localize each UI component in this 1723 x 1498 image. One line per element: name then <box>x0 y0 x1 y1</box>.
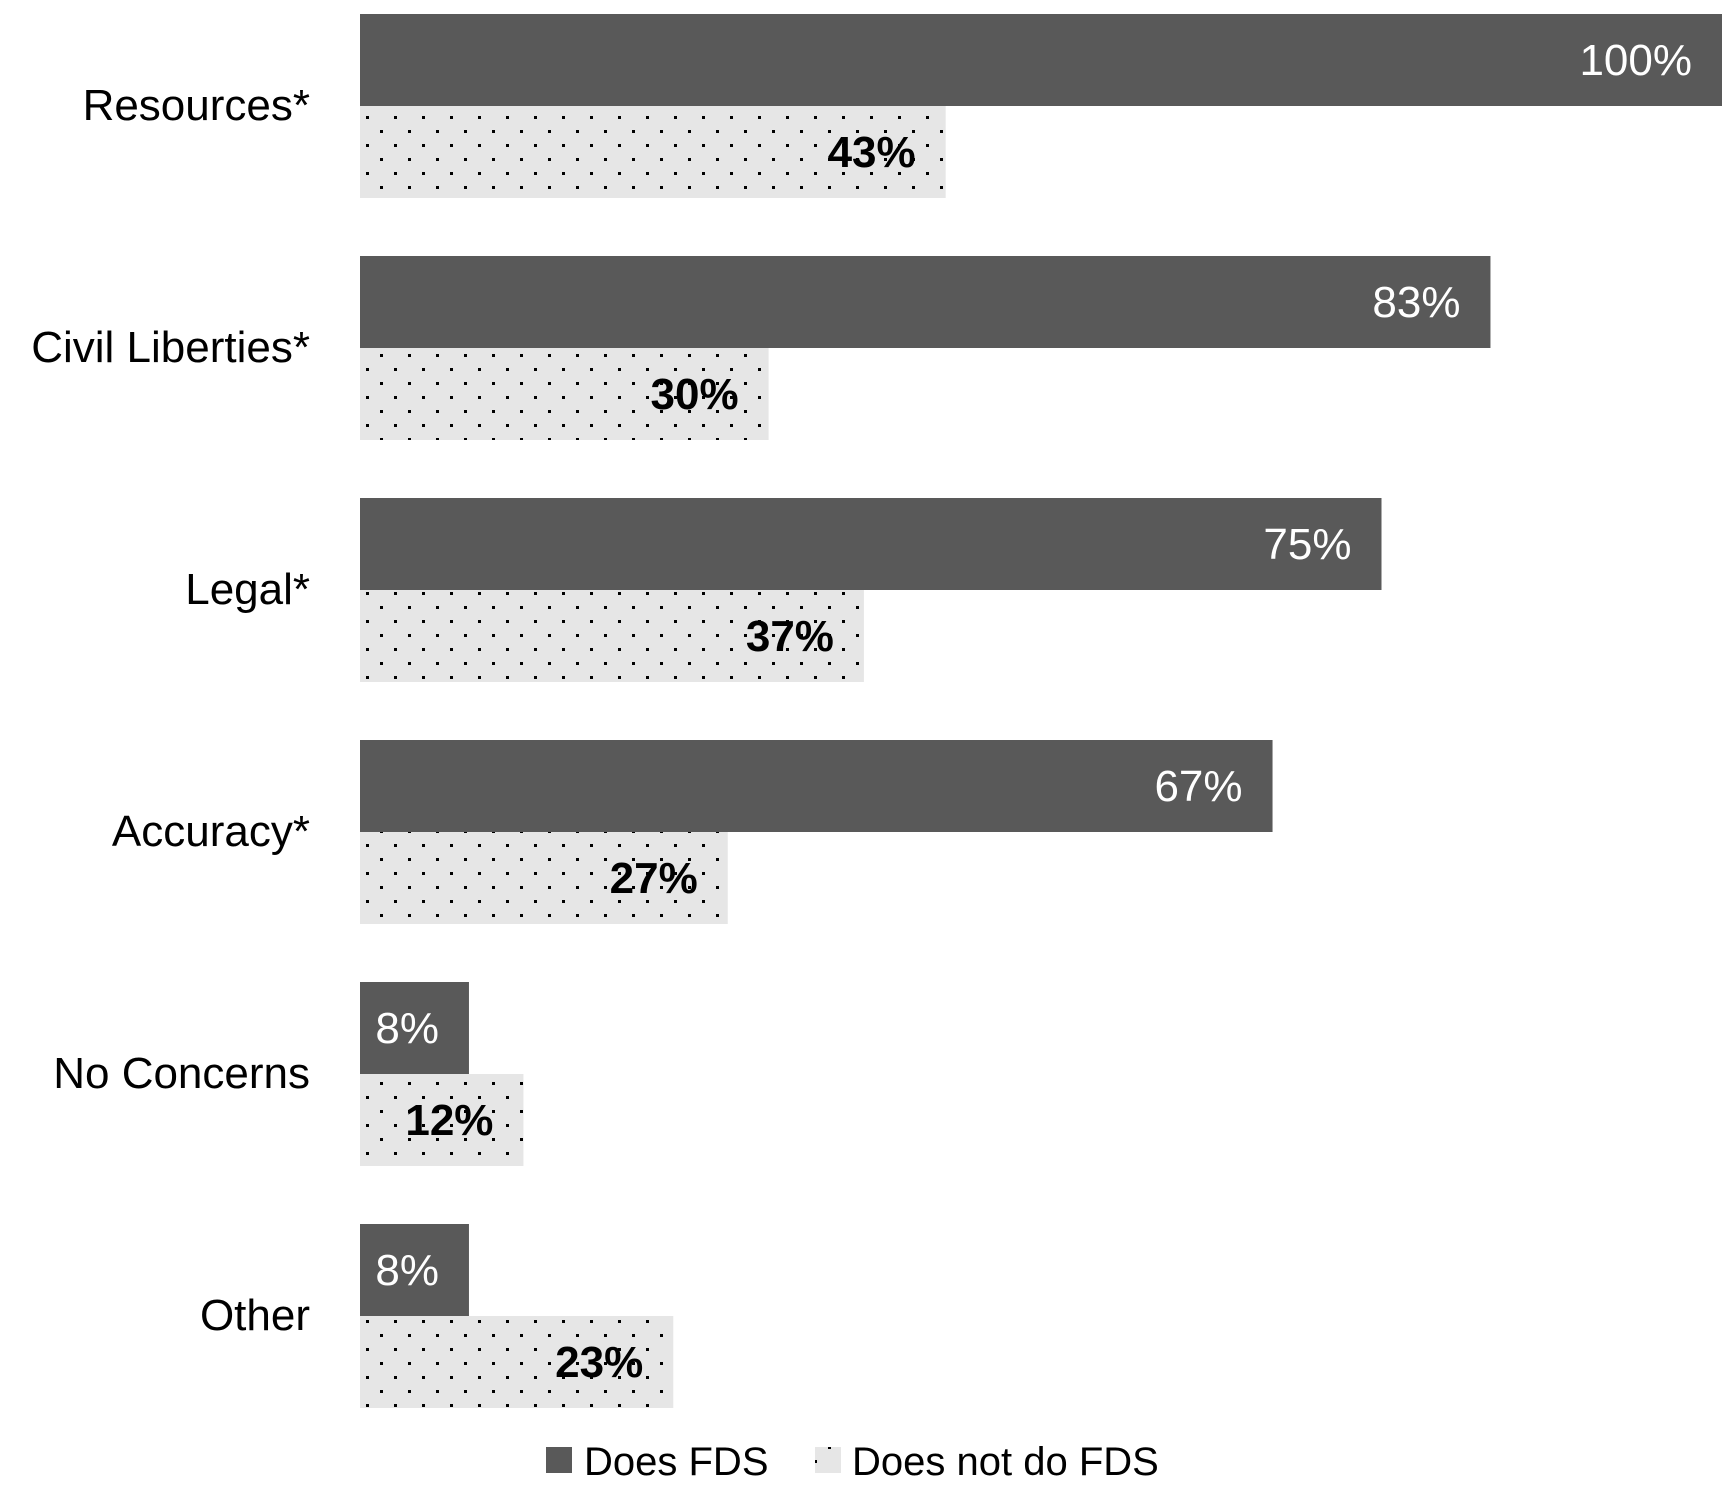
bar-does-fds-accuracy <box>360 740 1273 832</box>
legend-label-does-not-do-fds: Does not do FDS <box>852 1440 1159 1484</box>
legend-label-does-fds: Does FDS <box>584 1440 769 1484</box>
category-label-other: Other <box>200 1291 310 1340</box>
legend-swatch-does-not-do-fds <box>815 1447 841 1473</box>
category-label-no-concerns: No Concerns <box>53 1049 310 1098</box>
data-label-does-not-do-fds-civil-liberties: 30% <box>651 370 739 419</box>
bar-does-not-do-fds-other <box>360 1316 674 1408</box>
data-label-does-not-do-fds-accuracy: 27% <box>610 854 698 903</box>
bar-does-fds-other <box>360 1224 469 1316</box>
bar-does-not-do-fds-no-concerns <box>360 1074 524 1166</box>
bar-does-fds-no-concerns <box>360 982 469 1074</box>
bar-does-not-do-fds-resources <box>360 106 946 198</box>
data-label-does-not-do-fds-other: 23% <box>555 1338 643 1387</box>
category-label-resources: Resources* <box>83 81 310 130</box>
legend-swatch-does-fds <box>546 1447 572 1473</box>
bar-does-fds-resources <box>360 14 1722 106</box>
category-label-legal: Legal* <box>185 565 310 614</box>
bar-does-not-do-fds-civil-liberties <box>360 348 769 440</box>
bar-does-not-do-fds-legal <box>360 590 864 682</box>
legend: Does FDS Does not do FDS <box>546 1440 1159 1484</box>
data-label-does-fds-no-concerns: 8% <box>375 1004 439 1053</box>
category-label-accuracy: Accuracy* <box>112 807 310 856</box>
data-labels: 100% 43% 83% 30% 75% 37% 67% 27% 8% 12% 8% 23% <box>375 36 1692 1387</box>
data-label-does-fds-civil-liberties: 83% <box>1372 278 1460 327</box>
data-label-does-not-do-fds-legal: 37% <box>746 612 834 661</box>
data-label-does-fds-other: 8% <box>375 1246 439 1295</box>
bar-does-fds-legal <box>360 498 1382 590</box>
data-label-does-not-do-fds-resources: 43% <box>828 128 916 177</box>
data-label-does-fds-accuracy: 67% <box>1154 762 1242 811</box>
bars-layer <box>360 14 1722 1408</box>
data-label-does-not-do-fds-no-concerns: 12% <box>405 1096 493 1145</box>
data-label-does-fds-resources: 100% <box>1579 36 1692 85</box>
category-label-civil-liberties: Civil Liberties* <box>31 323 310 372</box>
bar-does-not-do-fds-accuracy <box>360 832 728 924</box>
bar-does-fds-civil-liberties <box>360 256 1491 348</box>
data-label-does-fds-legal: 75% <box>1263 520 1351 569</box>
category-labels: Resources* Civil Liberties* Legal* Accuracy… <box>31 81 310 1340</box>
